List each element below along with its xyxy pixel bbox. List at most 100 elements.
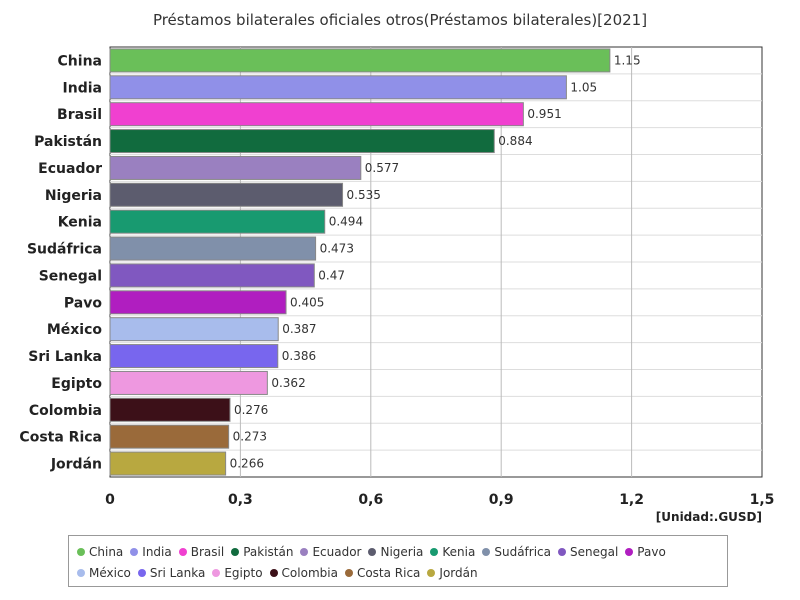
legend-swatch <box>77 547 85 556</box>
bar-value-label: 0.47 <box>318 268 345 282</box>
bar-value-label: 0.577 <box>365 161 399 175</box>
x-tick-label: 0 <box>105 492 115 508</box>
category-label: China <box>58 53 102 69</box>
legend-item: Pakistán <box>231 541 293 562</box>
category-label: Sudáfrica <box>27 242 102 258</box>
bar <box>109 317 279 342</box>
x-tick-label: 1,5 <box>750 492 775 508</box>
bar-value-label: 0.405 <box>290 295 324 309</box>
bar <box>109 290 287 315</box>
bar <box>109 263 315 288</box>
legend: China India Brasil Pakistán Ecuador Nigeria Ke… <box>68 535 728 587</box>
x-tick-label: 1,2 <box>619 492 644 508</box>
legend-label: Sri Lanka <box>149 565 206 580</box>
category-label: Kenia <box>58 215 102 231</box>
legend-label: Ecuador <box>312 544 362 559</box>
legend-label: Colombia <box>281 565 338 580</box>
bar-value-label: 0.276 <box>234 403 268 417</box>
unit-label: [Unidad:.GUSD] <box>656 510 762 524</box>
bar <box>109 370 268 395</box>
bar <box>109 236 317 261</box>
bar-value-label: 0.884 <box>498 134 532 148</box>
legend-item: India <box>130 541 172 562</box>
legend-item: Costa Rica <box>344 562 421 583</box>
bar-value-label: 1.05 <box>570 80 597 94</box>
legend-label: Nigeria <box>380 544 424 559</box>
bar-value-label: 0.951 <box>527 107 561 121</box>
legend-item: Kenia <box>430 541 475 562</box>
category-label: Jordán <box>50 457 102 473</box>
bar <box>109 155 362 180</box>
legend-label: China <box>89 544 124 559</box>
bar-value-label: 0.273 <box>233 430 267 444</box>
bar-value-label: 0.473 <box>320 242 354 256</box>
legend-item: Pavo <box>625 541 666 562</box>
legend-label: Costa Rica <box>356 565 421 580</box>
legend-item: Egipto <box>212 562 263 583</box>
legend-swatch <box>130 547 139 556</box>
legend-item: Brasil <box>178 541 225 562</box>
legend-item: México <box>77 562 131 583</box>
category-label: Sri Lanka <box>28 349 102 365</box>
bar <box>109 129 495 154</box>
bar-value-label: 0.387 <box>282 322 316 336</box>
bar <box>109 182 344 207</box>
legend-label: Brasil <box>190 544 225 559</box>
bar-value-label: 0.266 <box>230 457 264 471</box>
legend-swatch <box>212 568 221 577</box>
bar <box>109 209 326 234</box>
legend-item: Senegal <box>558 541 618 562</box>
bar <box>109 397 231 422</box>
x-tick-label: 0,3 <box>228 492 253 508</box>
category-label: India <box>63 80 102 96</box>
category-label: Pakistán <box>34 134 102 150</box>
legend-swatch <box>178 547 187 556</box>
legend-item: Jordán <box>427 562 478 583</box>
chart-title: Préstamos bilaterales oficiales otros(Pr… <box>152 11 648 29</box>
legend-label: Kenia <box>442 544 476 559</box>
legend-swatch <box>427 568 436 577</box>
bar-value-label: 0.494 <box>329 215 363 229</box>
bar-value-label: 0.386 <box>282 349 316 363</box>
legend-item: Ecuador <box>300 541 361 562</box>
legend-swatch <box>77 568 85 577</box>
category-label: Nigeria <box>45 188 102 204</box>
legend-swatch <box>231 547 240 556</box>
bar-value-label: 1.15 <box>614 53 641 67</box>
x-tick-label: 0,6 <box>358 492 383 508</box>
legend-item: Sudáfrica <box>482 541 551 562</box>
bar <box>109 102 524 127</box>
bar <box>109 451 227 476</box>
category-label: Senegal <box>39 268 102 284</box>
legend-label: Egipto <box>224 565 263 580</box>
bar <box>109 48 611 73</box>
legend-label: Jordán <box>439 565 478 580</box>
legend-item: Nigeria <box>368 541 423 562</box>
legend-swatch <box>368 547 377 556</box>
legend-label: Pavo <box>637 544 666 559</box>
legend-swatch <box>482 547 491 556</box>
legend-swatch <box>344 568 353 577</box>
bar <box>109 75 567 100</box>
legend-label: India <box>142 544 172 559</box>
bar-value-label: 0.535 <box>347 188 381 202</box>
bar <box>109 424 230 449</box>
category-label: Pavo <box>64 295 102 311</box>
legend-swatch <box>430 547 439 556</box>
legend-swatch <box>300 547 309 556</box>
legend-label: Sudáfrica <box>494 544 551 559</box>
legend-label: Senegal <box>570 544 619 559</box>
category-label: México <box>47 322 103 338</box>
x-tick-label: 0,9 <box>489 492 514 508</box>
legend-item: Sri Lanka <box>137 562 206 583</box>
legend-swatch <box>269 568 278 577</box>
category-label: Colombia <box>29 403 102 419</box>
legend-item: China <box>77 541 123 562</box>
bar <box>109 344 279 369</box>
legend-label: México <box>89 565 131 580</box>
category-label: Brasil <box>57 107 102 123</box>
legend-swatch <box>137 568 146 577</box>
legend-swatch <box>625 547 634 556</box>
legend-item: Colombia <box>269 562 338 583</box>
